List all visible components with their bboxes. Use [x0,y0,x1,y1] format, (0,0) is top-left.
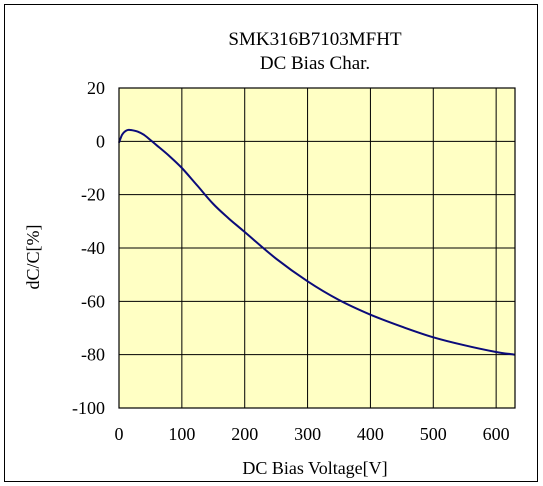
plot-border [118,87,516,409]
chart-svg: SMK316B7103MFHT DC Bias Char. 0 100 200 300… [23,29,516,478]
x-tick-label: 100 [168,424,195,444]
x-axis-label: DC Bias Voltage[V] [242,458,387,478]
y-tick-labels: 20 0 -20 -40 -60 -80 -100 [72,78,105,418]
y-tick-label: 0 [96,131,105,151]
y-tick-label: 20 [87,78,105,98]
x-tick-label: 0 [115,424,124,444]
x-tick-label: 500 [420,424,447,444]
x-tick-label: 300 [294,424,321,444]
y-tick-label: -80 [81,345,105,365]
chart-title: SMK316B7103MFHT [228,29,402,50]
y-tick-label: -20 [81,185,105,205]
y-axis-label: dC/C[%] [23,225,43,290]
x-tick-label: 200 [231,424,258,444]
series-line [118,128,516,356]
x-tick-label: 600 [483,424,510,444]
grid-lines [119,88,515,408]
x-tick-label: 400 [357,424,384,444]
chart-subtitle: DC Bias Char. [260,53,370,74]
x-tick-labels: 0 100 200 300 400 500 600 [115,424,510,444]
y-tick-label: -40 [81,238,105,258]
y-tick-label: -100 [72,398,105,418]
chart-frame: SMK316B7103MFHT DC Bias Char. 0 100 200 300… [4,4,538,482]
y-tick-label: -60 [81,291,105,311]
